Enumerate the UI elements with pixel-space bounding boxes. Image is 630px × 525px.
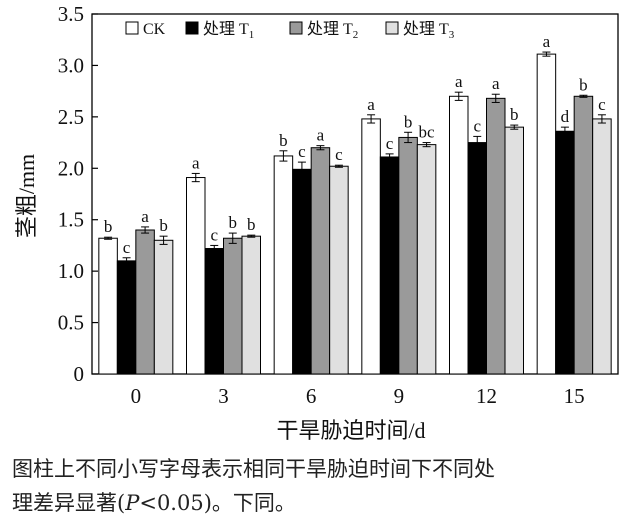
significance-letter: b [404,112,413,131]
y-tick-label: 1.5 [58,208,84,232]
legend-swatch [289,21,303,35]
bar [361,118,381,375]
significance-letter: a [455,72,463,91]
significance-letter: bc [419,123,436,142]
bar [416,144,437,375]
x-tick-label: 6 [306,384,317,408]
legend-label: 处理 T3 [403,20,455,41]
bar [186,177,206,375]
x-tick-label: 3 [218,384,229,408]
bar [504,126,524,375]
significance-letter: c [210,225,218,244]
bar [223,237,243,375]
bar [153,239,174,375]
x-tick-label: 9 [394,384,405,408]
legend-subscript: 2 [353,29,359,41]
significance-letter: b [579,75,588,94]
legend-swatch [385,21,399,35]
y-tick-label: 3.0 [58,53,84,77]
significance-letter: a [317,126,325,145]
significance-letter: c [598,95,606,114]
bar [292,168,312,375]
x-tick-label: 15 [564,384,585,408]
y-tick-label: 1.0 [58,259,84,283]
legend-swatch [125,21,139,35]
significance-letter: c [386,134,394,153]
x-axis-title: 干旱胁迫时间/d [276,418,425,443]
significance-letter: b [229,213,238,232]
significance-letter: b [104,217,113,236]
y-axis-title: 茎粗/mm [14,154,39,238]
bar [273,155,294,375]
bar [592,118,612,375]
legend-label: CK [143,21,166,38]
caption-line-2: 理差异显著(P<0.05)。下同。 [12,486,618,520]
bar [379,156,400,375]
y-tick-label: 0 [74,362,85,386]
significance-letter: d [561,107,570,126]
significance-letter: c [473,116,481,135]
plot-frame [91,13,619,375]
significance-letter: b [159,216,168,235]
bar [241,235,261,375]
bar [555,130,575,375]
x-tick-label: 12 [476,384,497,408]
caption-p-symbol: P [125,491,140,515]
significance-letter: a [492,74,500,93]
x-tick-label: 0 [131,384,142,408]
legend-label: 处理 T2 [307,20,358,41]
significance-letter: b [247,215,256,234]
significance-letter: b [510,105,519,124]
caption-line-2-end: <0.05)。下同。 [139,491,296,515]
bar [467,142,487,375]
significance-letter: b [279,131,288,150]
legend-subscript: 3 [449,29,455,41]
legend-label: 处理 T1 [203,20,254,41]
caption-line-2-start: 理差异显著( [12,491,126,515]
y-tick-label: 2.5 [58,105,84,129]
significance-letter: c [123,238,131,257]
legend-subscript: 1 [249,29,255,41]
significance-letter: a [543,32,551,51]
significance-letter: a [192,153,200,172]
y-tick-label: 2.0 [58,156,84,180]
significance-letter: c [335,145,343,164]
significance-letter: a [367,95,375,114]
figure-caption: 图柱上不同小写字母表示相同干旱胁迫时间下不同处 理差异显著(P<0.05)。下同… [12,452,618,520]
bar [98,237,118,375]
bar [135,229,155,375]
legend-swatch [185,21,199,35]
bar [310,147,331,375]
bar [329,165,349,375]
y-tick-label: 3.5 [58,2,84,26]
bar [536,53,557,375]
bar [449,95,469,375]
caption-line-1: 图柱上不同小写字母表示相同干旱胁迫时间下不同处 [12,457,495,481]
significance-letter: a [141,207,149,226]
bar [573,95,594,375]
bar [204,248,224,375]
bar [116,260,137,375]
y-tick-label: 0.5 [58,311,84,335]
bar [486,97,506,375]
bar [398,136,418,375]
significance-letter: c [298,142,306,161]
